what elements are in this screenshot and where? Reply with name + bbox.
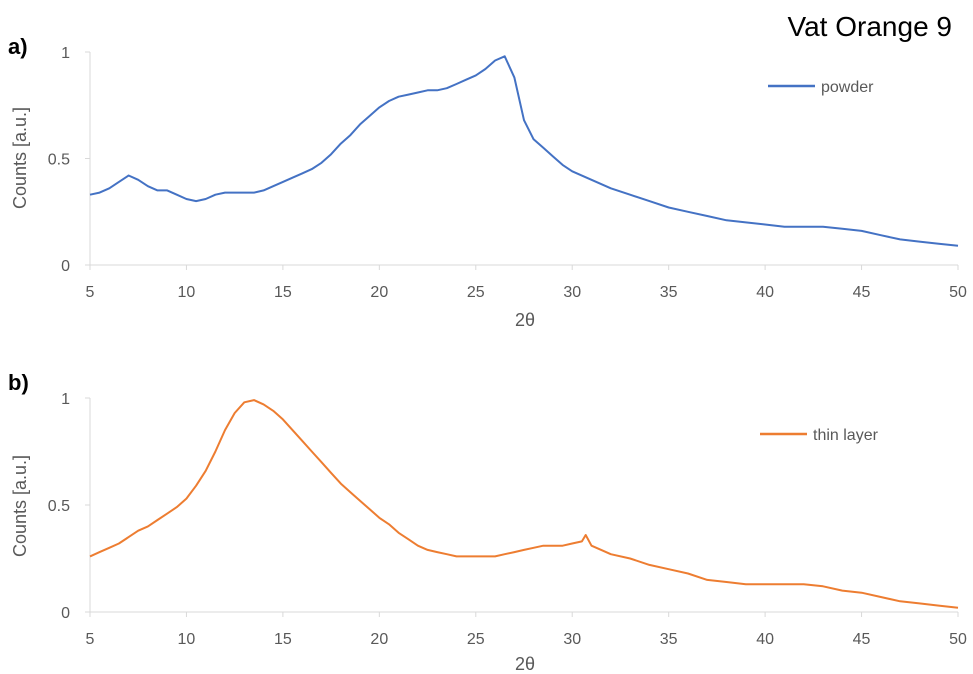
- panel-a-series-powder: [89, 55, 959, 247]
- panel-a-x-tick-label-6: 35: [660, 284, 678, 301]
- panel-b-x-tick-label-6: 35: [660, 631, 678, 648]
- panel-b-x-tick-label-7: 40: [756, 631, 774, 648]
- panel-b-legend-label: thin layer: [813, 427, 879, 444]
- panel-a-y-ticks: 00.51: [48, 45, 90, 275]
- panel-b-series-thin-layer: [89, 399, 959, 609]
- panel-b-y-ticks: 00.51: [48, 391, 90, 622]
- panel-a-x-ticks: 5 10 15 20 25 30 35 40 45 50: [86, 265, 967, 301]
- panel-a-x-tick-label-0: 5: [86, 284, 95, 301]
- panel-b: b) Counts [a.u.] 2θ 00.51 5 10 15 20 25 30 35 4…: [8, 370, 967, 674]
- panel-a-x-tick-label-4: 25: [467, 284, 485, 301]
- panel-a-x-tick-label-5: 30: [563, 284, 581, 301]
- panel-b-x-tick-label-0: 5: [86, 631, 95, 648]
- panel-a-x-tick-label-2: 15: [274, 284, 292, 301]
- panel-a-y-tick-label-2: 1: [61, 45, 70, 62]
- panel-b-x-tick-label-5: 30: [563, 631, 581, 648]
- figure-title: Vat Orange 9: [788, 11, 952, 42]
- panel-b-y-axis-title: Counts [a.u.]: [10, 455, 30, 557]
- panel-a-y-tick-label-1: 0.5: [48, 152, 70, 169]
- panel-a-x-tick-label-3: 20: [370, 284, 388, 301]
- panel-b-x-tick-label-4: 25: [467, 631, 485, 648]
- panel-b-x-axis-title: 2θ: [515, 654, 535, 674]
- panel-b-x-tick-label-9: 50: [949, 631, 967, 648]
- panel-a-x-axis-title: 2θ: [515, 310, 535, 330]
- panel-b-y-tick-label-1: 0.5: [48, 498, 70, 515]
- panel-a: a) Counts [a.u.] 2θ 00.51 5 10 15 20 25 30 35 4…: [8, 34, 967, 330]
- panel-b-x-tick-label-3: 20: [370, 631, 388, 648]
- panel-a-x-tick-label-8: 45: [853, 284, 871, 301]
- panel-a-legend: powder: [768, 79, 874, 96]
- panel-a-legend-label: powder: [821, 79, 874, 96]
- panel-a-x-tick-label-1: 10: [178, 284, 196, 301]
- panel-a-label: a): [8, 34, 28, 59]
- panel-b-legend: thin layer: [760, 427, 879, 444]
- panel-b-x-tick-label-8: 45: [853, 631, 871, 648]
- panel-a-x-tick-label-7: 40: [756, 284, 774, 301]
- panel-a-x-tick-label-9: 50: [949, 284, 967, 301]
- panel-a-y-tick-label-0: 0: [61, 258, 70, 275]
- panel-b-x-tick-label-1: 10: [178, 631, 196, 648]
- panel-b-label: b): [8, 370, 29, 395]
- panel-a-y-axis-title: Counts [a.u.]: [10, 107, 30, 209]
- panel-b-y-tick-label-2: 1: [61, 391, 70, 408]
- panel-b-x-ticks: 5 10 15 20 25 30 35 40 45 50: [86, 612, 967, 648]
- panel-b-x-tick-label-2: 15: [274, 631, 292, 648]
- panel-b-y-tick-label-0: 0: [61, 605, 70, 622]
